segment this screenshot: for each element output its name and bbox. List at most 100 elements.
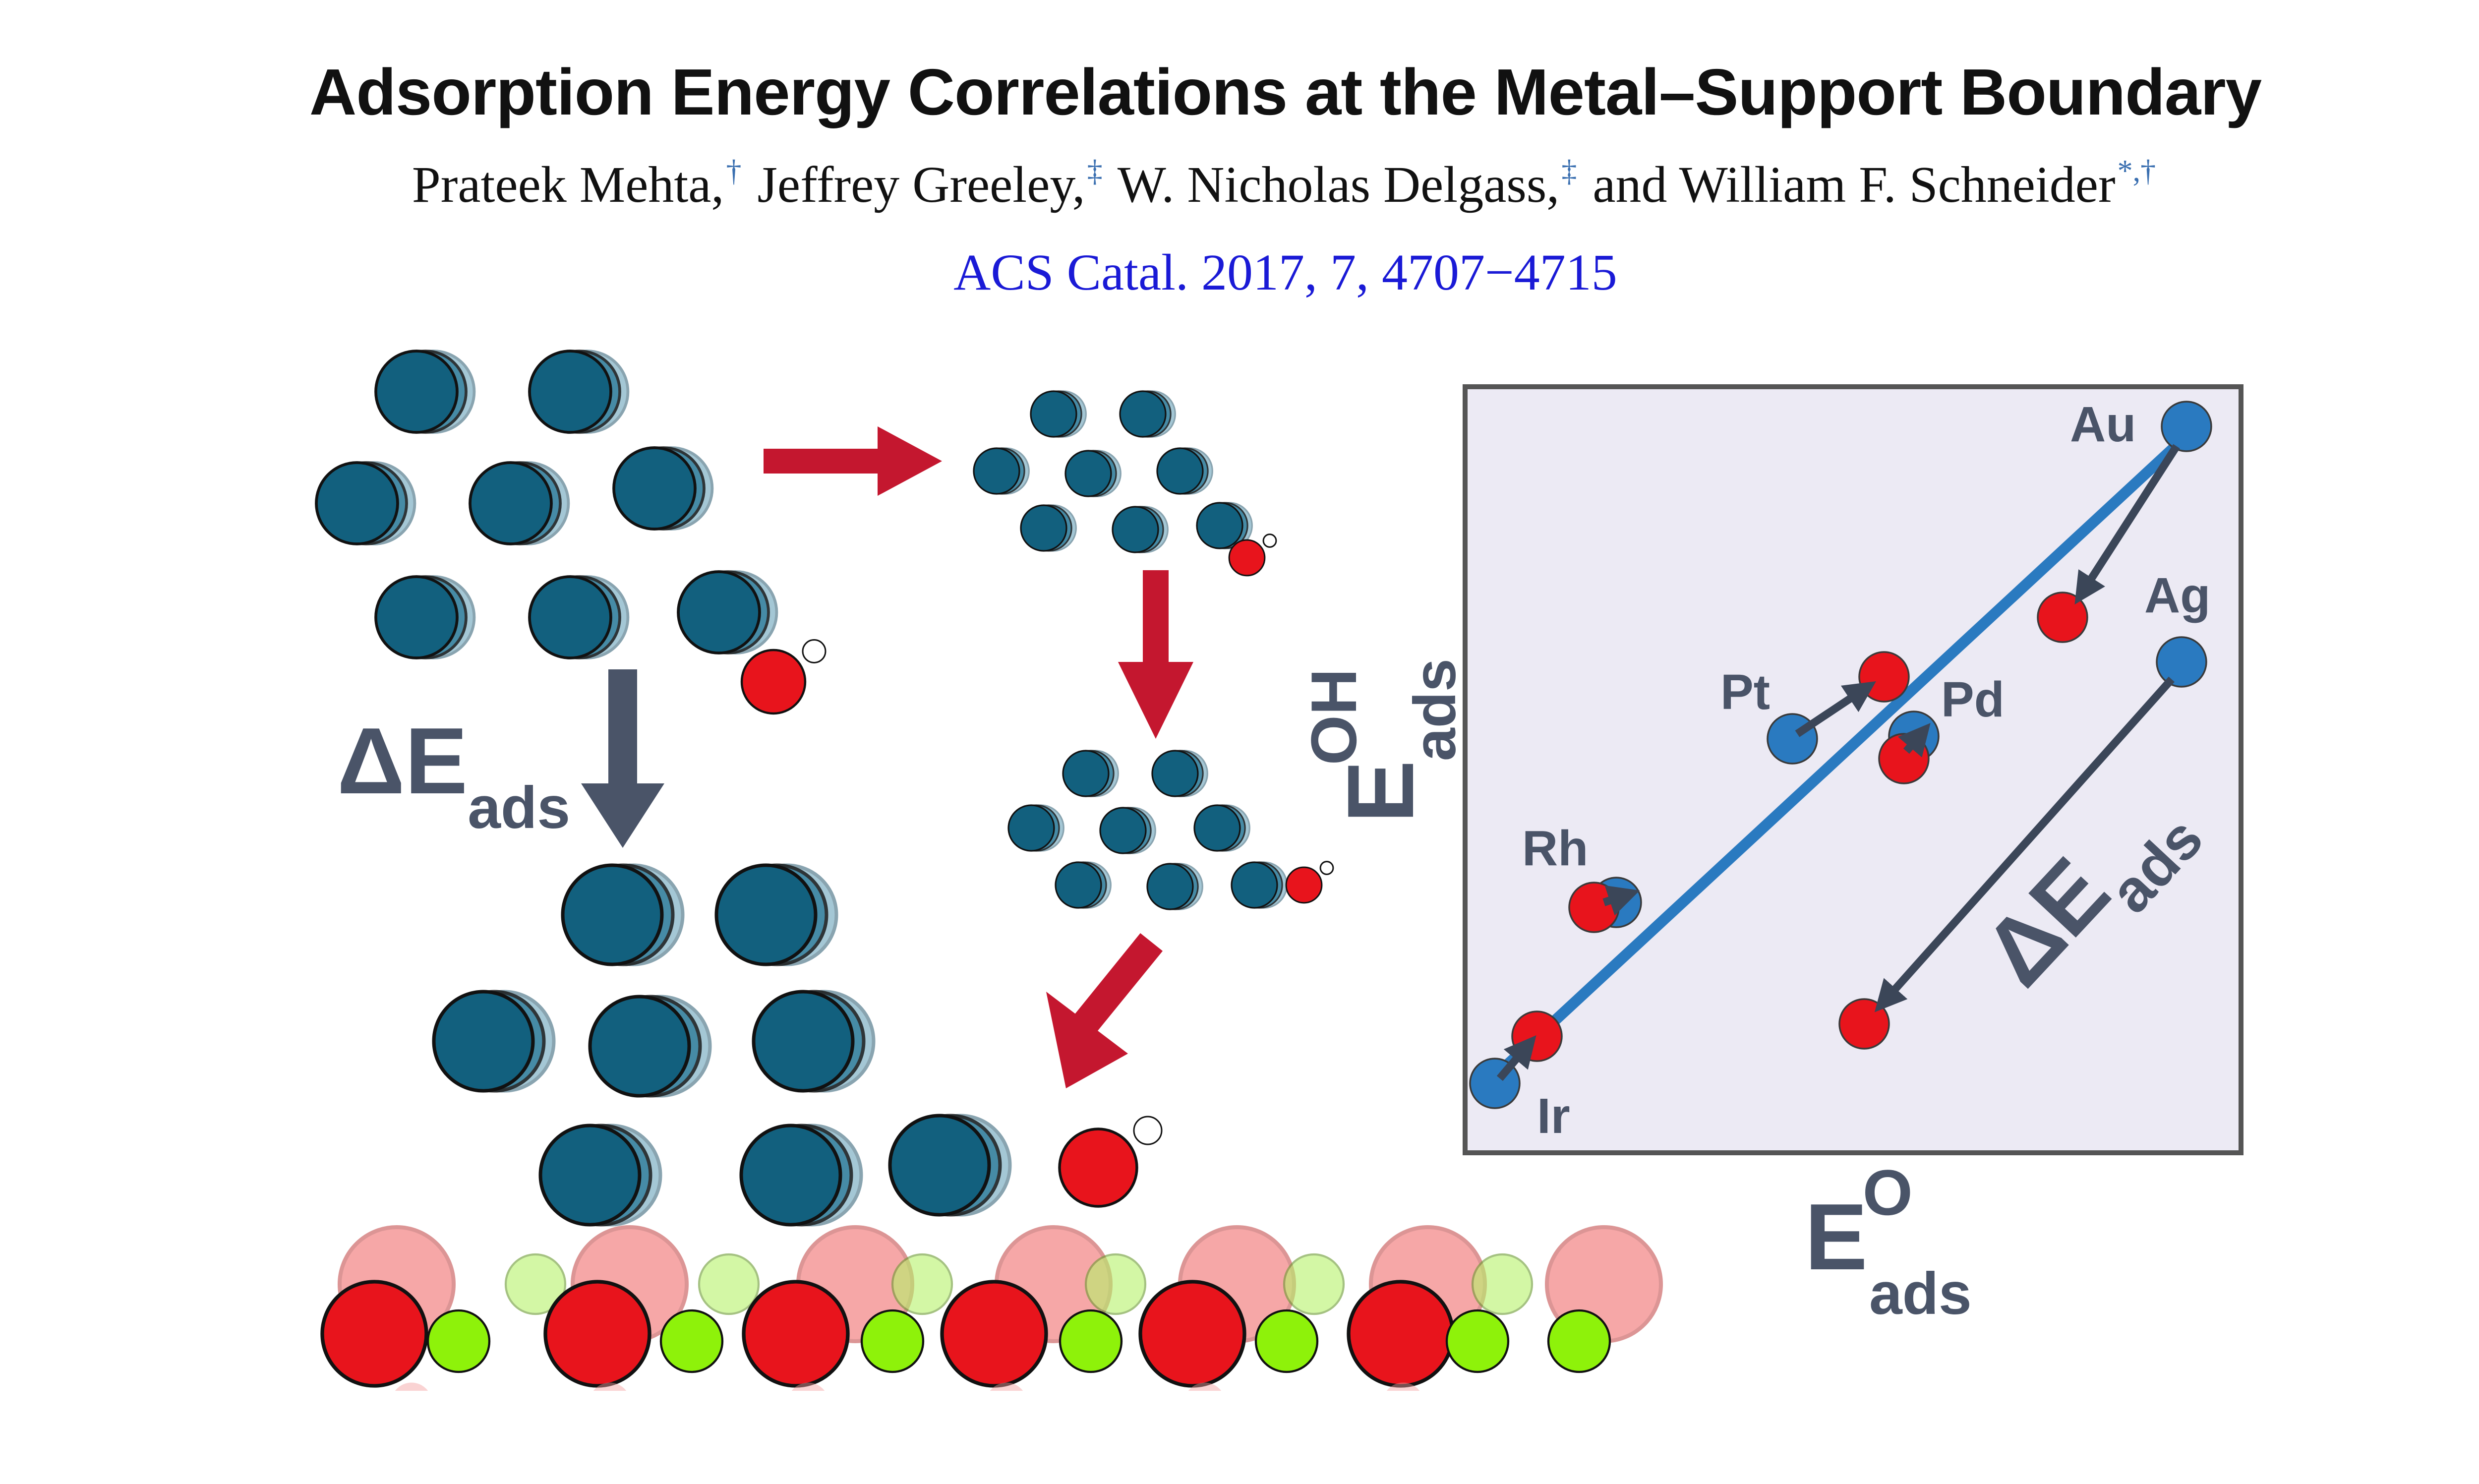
- author-name: W. Nicholas Delgass,: [1117, 156, 1560, 213]
- support-cation-atom: [1059, 1309, 1123, 1373]
- metal-atom: [1151, 750, 1199, 797]
- oxygen-atom: [1285, 866, 1323, 904]
- metal-atom: [1193, 804, 1241, 852]
- paper-title: Adsorption Energy Correlations at the Me…: [309, 56, 2262, 128]
- metal-atom: [612, 446, 697, 531]
- metal-atom: [561, 863, 664, 966]
- metal-label-pd: Pd: [1941, 672, 2005, 727]
- support-oxygen-atom: [543, 1280, 651, 1388]
- metal-atom: [1007, 804, 1055, 852]
- metal-atom: [1020, 504, 1067, 552]
- shift-arrow-icon: [1795, 681, 1876, 737]
- shift-arrow-icon: [2074, 444, 2180, 605]
- shift-arrow-icon: [1496, 1035, 1536, 1081]
- support-cation-atom: [659, 1309, 724, 1373]
- support-cation-ghost: [1283, 1253, 1345, 1315]
- metal-atom: [1231, 861, 1278, 909]
- metal-atom: [315, 461, 399, 545]
- process-arrows: [764, 426, 1193, 1088]
- support-oxygen-atom: [1138, 1280, 1246, 1388]
- support-cation-ghost: [891, 1253, 953, 1315]
- metal-atom: [1055, 861, 1102, 909]
- scaling-line: [1487, 426, 2197, 1084]
- author-name: and William F. Schneider: [1593, 156, 2116, 213]
- schematic-delta-e-label: ΔEads: [337, 709, 570, 841]
- boundary-site-point: [1858, 651, 1910, 703]
- boundary-site-point: [2037, 592, 2088, 643]
- support-oxygen-atom: [742, 1280, 850, 1388]
- metal-label-rh: Rh: [1522, 821, 1588, 876]
- metal-atom: [1196, 502, 1243, 549]
- arrow-down-left-icon: [1046, 933, 1163, 1088]
- metal-atom: [1062, 750, 1110, 797]
- journal-citation: ACS Catal. 2017, 7, 4707−4715: [953, 244, 1617, 301]
- y-axis-label: EOH ads: [1298, 658, 1468, 823]
- metal-atom: [677, 570, 761, 654]
- support-cation-atom: [1254, 1309, 1319, 1373]
- affiliation-mark: *,†: [2117, 154, 2156, 188]
- metal-atom: [1156, 447, 1204, 495]
- metal-atom: [1112, 506, 1159, 553]
- shift-arrow-icon: [1897, 723, 1931, 758]
- boundary-site-point: [1878, 733, 1930, 784]
- metal-atom: [588, 995, 691, 1098]
- support-cation-atom: [426, 1309, 491, 1373]
- metal-atom: [374, 575, 459, 659]
- surface-crop: [297, 1391, 1636, 1484]
- author-name: Jeffrey Greeley,: [757, 156, 1085, 213]
- metal-data-points: Au Ag Pt Pd Rh Ir: [1469, 397, 2212, 1144]
- metal-site-point: [2156, 636, 2207, 688]
- boundary-site-point: [1838, 998, 1890, 1050]
- metal-atom: [469, 461, 553, 545]
- metal-label-ir: Ir: [1537, 1088, 1570, 1144]
- metal-atom: [374, 350, 459, 434]
- author-list: Prateek Mehta,† Jeffrey Greeley,‡ W. Nic…: [0, 154, 2479, 214]
- metal-atom: [432, 990, 535, 1093]
- metal-site-point: [2161, 401, 2212, 452]
- metal-atom: [1099, 807, 1147, 854]
- support-cation-atom: [1445, 1309, 1510, 1373]
- hydrogen-atom: [802, 639, 826, 663]
- metal-atom: [888, 1114, 991, 1217]
- metal-atom: [528, 575, 612, 659]
- support-oxygen-atom: [320, 1280, 428, 1388]
- affiliation-mark: †: [726, 154, 742, 188]
- metal-atom: [1119, 390, 1167, 438]
- metal-cluster-schematic: [315, 350, 1334, 1227]
- support-cation-ghost: [698, 1253, 760, 1315]
- metal-atom: [973, 447, 1020, 495]
- support-oxygen-atom: [1347, 1280, 1455, 1388]
- support-cation-ghost: [1471, 1253, 1534, 1315]
- oxygen-atom: [1058, 1128, 1138, 1208]
- support-cation-ghost: [1084, 1253, 1147, 1315]
- author-name: Prateek Mehta,: [412, 156, 724, 213]
- metal-atom: [1064, 450, 1112, 497]
- x-axis-label: EO ads: [1805, 1156, 1972, 1327]
- metal-atom: [739, 1124, 842, 1227]
- arrow-right-icon: [764, 426, 942, 496]
- hydrogen-atom: [1133, 1116, 1163, 1145]
- support-cation-atom: [860, 1309, 925, 1373]
- metal-atom: [752, 990, 855, 1093]
- oxide-support-surface: [297, 1225, 1663, 1484]
- affiliation-mark: ‡: [1087, 154, 1103, 188]
- hydrogen-atom: [1319, 861, 1334, 875]
- metal-atom: [538, 1124, 642, 1227]
- metal-atom: [1146, 863, 1194, 910]
- shift-arrow-icon: [1874, 676, 2175, 1012]
- delta-e-arrow-icon: [581, 669, 664, 848]
- support-cation-atom: [1547, 1309, 1611, 1373]
- support-oxygen-atom: [940, 1280, 1048, 1388]
- affiliation-mark: ‡: [1561, 154, 1577, 188]
- oxygen-atom: [740, 649, 807, 715]
- metal-atom: [714, 863, 818, 966]
- metal-label-ag: Ag: [2144, 568, 2210, 623]
- shift-arrow-icon: [1602, 885, 1640, 916]
- support-cation-ghost: [504, 1253, 567, 1315]
- arrow-down-icon: [1118, 570, 1193, 739]
- metal-atom: [1030, 390, 1077, 438]
- oxygen-atom: [1228, 539, 1266, 577]
